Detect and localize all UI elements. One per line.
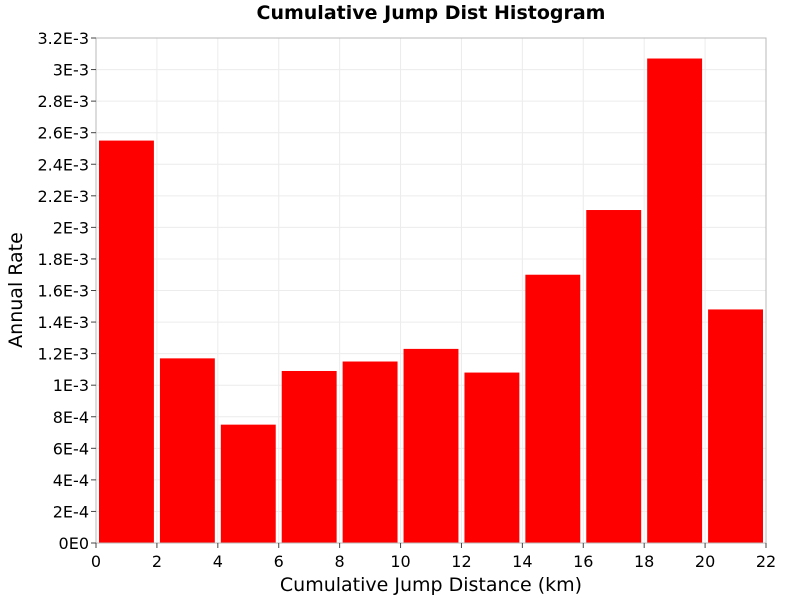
x-tick-label: 22: [756, 552, 776, 571]
histogram-bar: [99, 140, 154, 543]
histogram-bar: [220, 424, 276, 543]
x-tick-label: 18: [634, 552, 654, 571]
x-axis-label: Cumulative Jump Distance (km): [280, 574, 582, 596]
y-tick-label: 1.8E-3: [37, 250, 89, 269]
x-tick-label: 4: [213, 552, 223, 571]
y-tick-label: 1.4E-3: [37, 313, 89, 332]
histogram-bar: [525, 274, 581, 543]
y-tick-label: 2.6E-3: [37, 124, 89, 143]
x-tick-label: 16: [573, 552, 593, 571]
y-axis-label: Annual Rate: [5, 232, 27, 348]
histogram-bar: [647, 58, 703, 543]
y-tick-label: 1.6E-3: [37, 282, 89, 301]
y-tick-label: 3.2E-3: [37, 29, 89, 48]
y-tick-label: 8E-4: [53, 408, 89, 427]
y-tick-label: 3E-3: [53, 61, 89, 80]
x-tick-label: 6: [274, 552, 284, 571]
chart-title: Cumulative Jump Dist Histogram: [256, 2, 606, 24]
histogram-bar: [586, 210, 642, 543]
x-tick-label: 10: [390, 552, 410, 571]
y-tick-label: 1.2E-3: [37, 345, 89, 364]
x-tick-label: 12: [451, 552, 471, 571]
histogram-bar: [342, 361, 398, 543]
y-tick-label: 2.4E-3: [37, 155, 89, 174]
histogram-bar: [159, 358, 215, 543]
y-tick-label: 6E-4: [53, 439, 89, 458]
x-tick-label: 0: [91, 552, 101, 571]
y-tick-label: 0E0: [59, 534, 89, 553]
x-tick-label: 2: [152, 552, 162, 571]
y-tick-label: 2E-4: [53, 502, 89, 521]
histogram-bar: [708, 309, 763, 543]
x-tick-label: 20: [695, 552, 715, 571]
x-tick-label: 14: [512, 552, 532, 571]
x-tick-label: 8: [335, 552, 345, 571]
y-tick-label: 2.2E-3: [37, 187, 89, 206]
y-tick-label: 1E-3: [53, 376, 89, 395]
y-tick-label: 4E-4: [53, 471, 89, 490]
y-tick-label: 2E-3: [53, 218, 89, 237]
histogram-bar: [464, 372, 520, 543]
histogram-bar: [403, 348, 459, 543]
histogram-bar: [281, 370, 337, 543]
y-tick-label: 2.8E-3: [37, 92, 89, 111]
